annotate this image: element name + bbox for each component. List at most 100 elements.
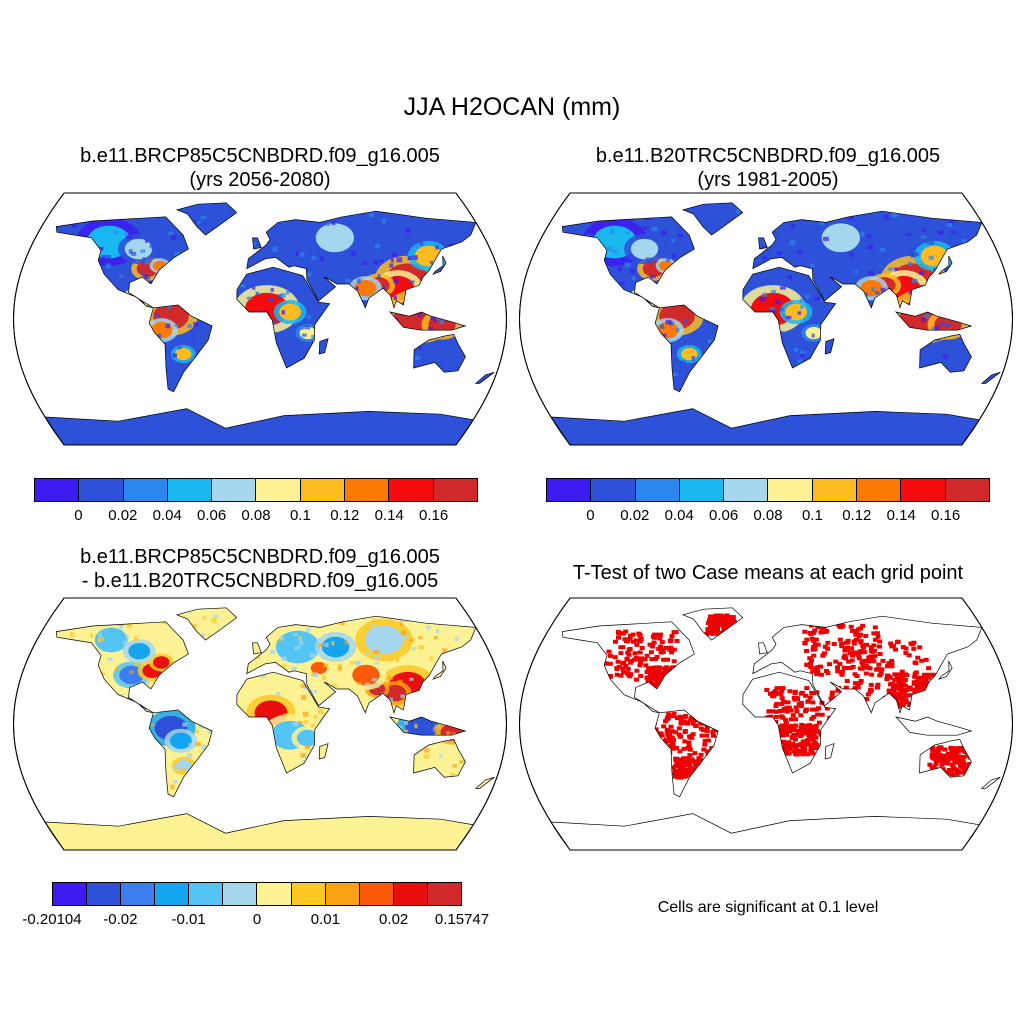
coastline-north-america [55, 216, 189, 309]
colorbar-tick-label: 0.14 [374, 507, 404, 524]
map-border [12, 597, 508, 851]
coastline-madagascar [824, 743, 835, 760]
colorbar-tick-label: 0 [74, 507, 83, 524]
colorbar-box [812, 479, 858, 501]
panel-historical-case-name: b.e11.B20TRC5CNBDRD.f09_g16.005 [595, 145, 941, 167]
coastline-uk [252, 237, 262, 250]
colorbar-tick-label: 0.14 [886, 507, 916, 524]
colorbar-box [35, 479, 80, 501]
coastline-australia [919, 739, 972, 778]
coastline-japan [938, 660, 953, 680]
colorbar-tick-label: 0.04 [152, 507, 182, 524]
colorbar-tick-label: 0.12 [330, 507, 360, 524]
panel-difference-case-a: b.e11.BRCP85C5CNBDRD.f09_g16.005 [80, 546, 440, 568]
coastline-australia [413, 334, 466, 373]
colorbar-tick-label: 0.16 [418, 507, 449, 524]
colorbar-box [427, 883, 461, 905]
coastline-madagascar [318, 338, 329, 355]
coastline-madagascar [318, 743, 329, 760]
colorbar-box [591, 479, 636, 501]
colorbar-box [212, 479, 257, 501]
colorbar-box [79, 479, 124, 501]
colorbar-tick-label: -0.20104 [22, 911, 82, 928]
colorbar-tick-label: 0.1 [289, 507, 311, 524]
colorbar-box [123, 479, 168, 501]
colorbar-future [34, 478, 478, 502]
colorbar-tick-label: 0.02 [108, 507, 138, 524]
colorbar-box [155, 883, 190, 905]
significance-note: Cells are significant at 0.1 level [657, 899, 879, 916]
colorbar-box [121, 883, 156, 905]
colorbar-tick-label: 0.02 [379, 911, 409, 928]
colorbar-box [257, 883, 292, 905]
coastline-greenland [175, 202, 238, 236]
coastline-south-america [148, 709, 213, 798]
figure-title: JJA H2OCAN (mm) [403, 93, 621, 121]
coastline-greenland [681, 607, 744, 641]
coastline-north-america [561, 621, 695, 714]
colorbar-tick-label: 0.01 [310, 911, 340, 928]
panel-future-title: b.e11.BRCP85C5CNBDRD.f09_g16.005 (yrs 20… [10, 144, 510, 192]
colorbar-tick-label: 0.1 [801, 507, 823, 524]
colorbar-tick-label: 0.08 [241, 507, 271, 524]
colorbar-box [768, 479, 813, 501]
colorbar-box [393, 883, 428, 905]
colorbar-tick-label: 0 [252, 911, 262, 928]
colorbar-box [189, 883, 224, 905]
map-border [518, 192, 1014, 446]
colorbar-box [223, 883, 258, 905]
coastline-uk [758, 642, 768, 655]
coastline-japan [432, 660, 447, 680]
coastline-japan [938, 255, 953, 275]
colorbar-box [345, 479, 390, 501]
colorbar-difference-labels: -0.20104 -0.02 -0.01 0 0.01 0.02 0.15747 [22, 911, 489, 931]
colorbar-box [291, 883, 326, 905]
coastline-indonesia [895, 311, 973, 331]
coastline-australia [919, 334, 972, 373]
coastline-africa [742, 671, 837, 774]
colorbar-tick-label: 0.06 [196, 507, 227, 524]
coastline-uk [252, 642, 262, 655]
colorbar-historical-labels: 0 0.02 0.04 0.06 0.08 0.1 0.12 0.14 0.16 [546, 507, 990, 527]
colorbar-box [724, 479, 769, 501]
coastline-eurasia [752, 210, 983, 309]
colorbar-tick-label: 0.12 [842, 507, 872, 524]
colorbar-tick-label: 0.02 [620, 507, 650, 524]
colorbar-box [87, 883, 122, 905]
coastline-south-america [148, 304, 213, 393]
panel-difference-title: b.e11.BRCP85C5CNBDRD.f09_g16.005 - b.e11… [10, 545, 510, 593]
colorbar-box [53, 883, 88, 905]
map-border [518, 597, 1014, 851]
coastline-indonesia [895, 716, 973, 736]
colorbar-tick-label: 0 [586, 507, 595, 524]
coastline-greenland [681, 202, 744, 236]
colorbar-future-labels: 0 0.02 0.04 0.06 0.08 0.1 0.12 0.14 0.16 [34, 507, 478, 527]
coastline-new-zealand [980, 776, 1001, 789]
panel-future-case-name: b.e11.BRCP85C5CNBDRD.f09_g16.005 [80, 145, 440, 167]
panel-difference-case-b: - b.e11.B20TRC5CNBDRD.f09_g16.005 [81, 570, 439, 592]
panel-historical-title: b.e11.B20TRC5CNBDRD.f09_g16.005 (yrs 198… [518, 144, 1018, 192]
coastline-south-america [654, 304, 719, 393]
colorbar-tick-label: 0.15747 [434, 911, 490, 928]
colorbar-tick-label: -0.01 [171, 911, 206, 928]
coastline-madagascar [824, 338, 835, 355]
coastline-africa [236, 266, 331, 369]
coastline-africa [742, 266, 837, 369]
colorbar-tick-label: -0.02 [103, 911, 138, 928]
coastline-japan [432, 255, 447, 275]
coastline-greenland [175, 607, 238, 641]
coastline-north-america [561, 216, 695, 309]
colorbar-tick-label: 0.04 [664, 507, 694, 524]
map-border [12, 192, 508, 446]
colorbar-box [167, 479, 213, 501]
colorbar-box [389, 479, 434, 501]
colorbar-tick-label: 0.06 [708, 507, 739, 524]
coastline-south-america [654, 709, 719, 798]
coastline-uk [758, 237, 768, 250]
colorbar-box [857, 479, 902, 501]
colorbar-box [547, 479, 592, 501]
coastline-new-zealand [980, 371, 1001, 384]
colorbar-tick-label: 0.16 [930, 507, 961, 524]
panel-ttest-title: T-Test of two Case means at each grid po… [572, 562, 964, 584]
